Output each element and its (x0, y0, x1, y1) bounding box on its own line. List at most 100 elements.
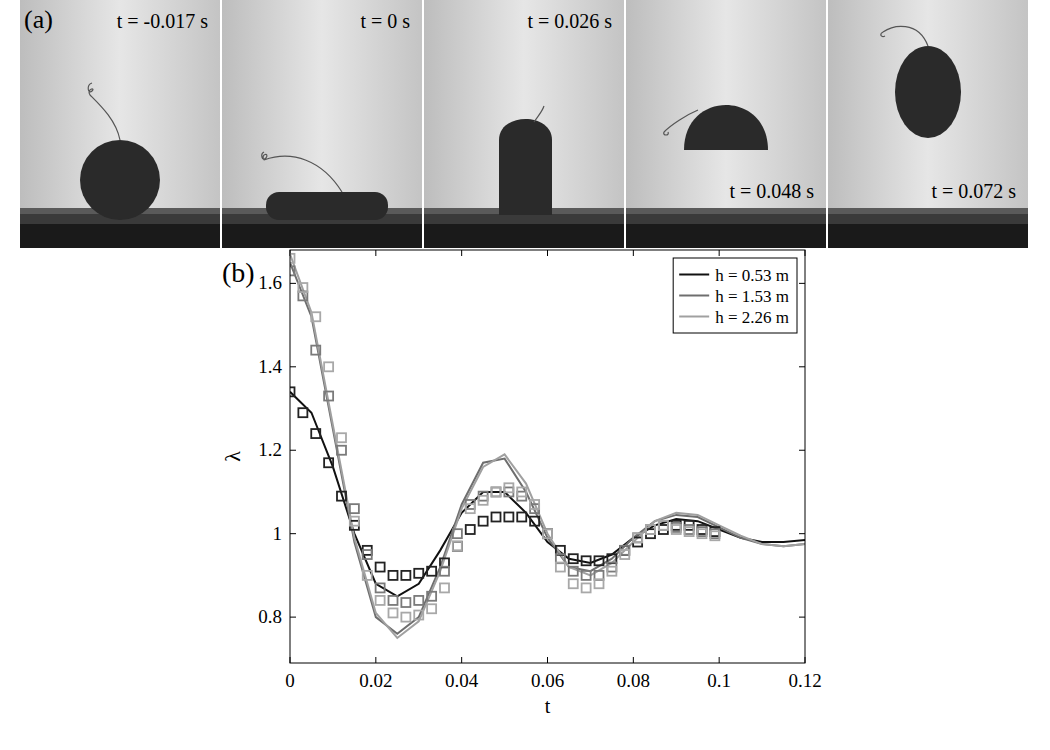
floor (828, 212, 1028, 248)
y-tick (290, 533, 296, 534)
drop (499, 119, 552, 215)
data-point (453, 542, 462, 551)
x-tick-label: 0 (285, 670, 295, 691)
data-point (414, 611, 423, 620)
frame-background (626, 0, 826, 248)
y-tick-label: 1.2 (258, 439, 282, 460)
panel-label: (b) (222, 257, 255, 288)
data-point (337, 492, 346, 501)
legend-label: h = 1.53 m (715, 287, 789, 306)
y-tick-right (799, 617, 805, 618)
data-point (466, 525, 475, 534)
data-point (350, 504, 359, 513)
photo-frame: t = 0 s (222, 0, 422, 248)
frame-background (828, 0, 1028, 248)
floor-shadow (222, 224, 422, 248)
y-axis-title: λ (220, 451, 245, 462)
x-tick-top (547, 250, 548, 256)
plot-marks (290, 254, 805, 638)
data-point (311, 312, 320, 321)
figure: t = -0.017 st = 0 st = 0.026 st = 0.048 … (0, 0, 1050, 750)
data-point (453, 542, 462, 551)
data-point (672, 525, 681, 534)
data-point (298, 283, 307, 292)
data-point (543, 529, 552, 538)
legend-label: h = 0.53 m (715, 266, 789, 285)
data-point (504, 483, 513, 492)
data-point (427, 592, 436, 601)
floor-surface (626, 208, 826, 214)
wire (534, 106, 544, 122)
data-point (376, 596, 385, 605)
floor-shadow (828, 224, 1028, 248)
x-tick-label: 0.08 (617, 670, 650, 691)
data-point (363, 571, 372, 580)
plot-area (290, 250, 805, 663)
x-tick-label: 0.12 (788, 670, 821, 691)
data-point (479, 496, 488, 505)
data-point (504, 512, 513, 521)
data-point (582, 571, 591, 580)
data-point (337, 446, 346, 455)
data-point (389, 571, 398, 580)
floor (626, 212, 826, 248)
data-point (324, 392, 333, 401)
data-point (659, 521, 668, 530)
data-point (530, 500, 539, 509)
data-point (389, 608, 398, 617)
data-point (440, 567, 449, 576)
data-point (453, 529, 462, 538)
data-point (569, 579, 578, 588)
data-point (311, 429, 320, 438)
data-point (466, 504, 475, 513)
data-point (595, 579, 604, 588)
data-point (290, 387, 295, 396)
x-tick (719, 657, 720, 663)
x-axis-title: t (545, 695, 551, 717)
y-tick-right (799, 450, 805, 451)
drop (684, 105, 768, 150)
data-point (659, 521, 668, 530)
x-tick (547, 657, 548, 663)
data-point (620, 550, 629, 559)
y-tick-label: 1.4 (258, 356, 282, 377)
y-tick (290, 366, 296, 367)
data-point (350, 517, 359, 526)
plot-frame (290, 250, 805, 663)
data-point (290, 254, 295, 263)
y-tick-right (799, 366, 805, 367)
floor-shadow (424, 224, 624, 248)
x-tick (375, 657, 376, 663)
wire (262, 152, 342, 192)
fit-line (290, 263, 805, 634)
data-point (479, 517, 488, 526)
drop (266, 192, 388, 220)
x-tick-top (633, 250, 634, 256)
frame-time-label: t = 0.072 s (931, 180, 1016, 202)
x-tick-label: 0.1 (707, 670, 731, 691)
data-point (543, 529, 552, 538)
data-point (290, 266, 295, 275)
legend-label: h = 2.26 m (715, 308, 789, 327)
floor (424, 212, 624, 248)
wire (881, 26, 928, 46)
data-point (698, 529, 707, 538)
frame-time-label: t = 0.048 s (729, 180, 814, 202)
data-point (646, 525, 655, 534)
legend-box (673, 258, 797, 333)
data-point (710, 531, 719, 540)
frame-time-label: t = 0.026 s (527, 10, 612, 32)
floor-shadow (20, 224, 220, 248)
data-point (569, 554, 578, 563)
data-point (401, 571, 410, 580)
fit-line (290, 254, 805, 638)
data-point (517, 512, 526, 521)
x-tick (633, 657, 634, 663)
data-point (376, 563, 385, 572)
data-point (556, 563, 565, 572)
legend-swatch (679, 274, 709, 276)
data-point (401, 613, 410, 622)
data-point (298, 408, 307, 417)
data-point (311, 346, 320, 355)
data-point (427, 567, 436, 576)
